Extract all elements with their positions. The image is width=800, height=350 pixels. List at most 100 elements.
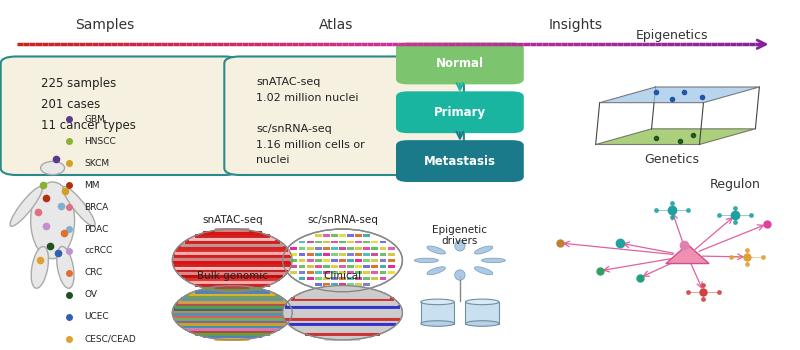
Text: CRC: CRC (85, 268, 102, 278)
Bar (331, 240, 338, 244)
Bar (314, 253, 322, 256)
Text: BRCA: BRCA (85, 203, 109, 211)
Bar (339, 277, 346, 280)
Ellipse shape (427, 246, 446, 254)
Bar (380, 253, 386, 256)
Text: snATAC-seq
1.02 million nuclei

sc/snRNA-seq
1.16 million cells or
nuclei: snATAC-seq 1.02 million nuclei sc/snRNA-… (256, 77, 365, 166)
Bar (314, 265, 322, 268)
Bar (363, 284, 370, 286)
Bar (306, 265, 314, 268)
Bar (347, 277, 354, 280)
Bar (298, 240, 306, 244)
Ellipse shape (454, 240, 465, 251)
Bar (306, 240, 314, 244)
Bar (388, 259, 394, 262)
Text: Epigenetics: Epigenetics (635, 29, 708, 42)
Bar (323, 265, 330, 268)
Bar (306, 259, 314, 262)
Text: CESC/CEAD: CESC/CEAD (85, 334, 136, 343)
Bar (347, 284, 354, 286)
Bar (331, 271, 338, 274)
Bar (388, 265, 394, 268)
Text: ccRCC: ccRCC (85, 246, 113, 256)
Bar (298, 259, 306, 262)
Ellipse shape (282, 286, 402, 340)
Bar (339, 247, 346, 250)
Bar (331, 247, 338, 250)
FancyBboxPatch shape (396, 140, 524, 182)
Bar (363, 259, 370, 262)
Text: OV: OV (85, 290, 98, 299)
Ellipse shape (57, 246, 74, 288)
Bar (388, 247, 394, 250)
Bar (363, 234, 370, 237)
Text: Samples: Samples (75, 18, 134, 32)
Bar (314, 271, 322, 274)
Bar (421, 302, 454, 323)
Bar (347, 253, 354, 256)
Bar (380, 277, 386, 280)
Ellipse shape (454, 270, 465, 280)
Bar (355, 271, 362, 274)
FancyBboxPatch shape (396, 43, 524, 84)
Ellipse shape (172, 286, 292, 340)
Bar (323, 247, 330, 250)
Bar (347, 247, 354, 250)
Text: Regulon: Regulon (710, 178, 761, 191)
Bar (306, 277, 314, 280)
Bar (306, 247, 314, 250)
Bar (380, 265, 386, 268)
Bar (314, 234, 322, 237)
Bar (339, 259, 346, 262)
FancyBboxPatch shape (224, 56, 464, 175)
Bar (347, 265, 354, 268)
Bar (363, 265, 370, 268)
Ellipse shape (421, 299, 454, 305)
Ellipse shape (466, 299, 499, 305)
Ellipse shape (421, 321, 454, 326)
Bar (298, 265, 306, 268)
Bar (290, 259, 298, 262)
FancyBboxPatch shape (1, 56, 240, 175)
Text: Genetics: Genetics (644, 153, 699, 166)
Ellipse shape (172, 229, 292, 292)
Bar (363, 240, 370, 244)
Text: HNSCC: HNSCC (85, 137, 116, 146)
Text: Clinical: Clinical (323, 271, 362, 281)
Bar (331, 265, 338, 268)
Bar (339, 253, 346, 256)
Text: PDAC: PDAC (85, 225, 109, 233)
Bar (388, 271, 394, 274)
Bar (380, 247, 386, 250)
Bar (355, 247, 362, 250)
Text: sc/snRNA-seq: sc/snRNA-seq (307, 215, 378, 224)
Bar (466, 302, 499, 323)
Ellipse shape (482, 258, 506, 263)
Bar (380, 240, 386, 244)
Ellipse shape (31, 246, 49, 288)
Ellipse shape (474, 246, 493, 254)
Bar (371, 253, 378, 256)
Ellipse shape (41, 161, 65, 175)
Text: UCEC: UCEC (85, 313, 109, 321)
Bar (290, 253, 298, 256)
Ellipse shape (474, 267, 493, 275)
Bar (314, 259, 322, 262)
Text: Atlas: Atlas (319, 18, 354, 32)
Bar (371, 265, 378, 268)
Polygon shape (596, 129, 755, 145)
Text: snATAC-seq: snATAC-seq (202, 215, 262, 224)
Bar (355, 259, 362, 262)
Bar (339, 240, 346, 244)
Bar (339, 234, 346, 237)
Bar (347, 271, 354, 274)
Bar (331, 284, 338, 286)
Bar (355, 253, 362, 256)
Bar (371, 247, 378, 250)
Ellipse shape (30, 182, 74, 259)
FancyBboxPatch shape (396, 91, 524, 133)
Polygon shape (666, 244, 709, 264)
Bar (298, 277, 306, 280)
Text: Primary: Primary (434, 106, 486, 119)
Bar (323, 240, 330, 244)
